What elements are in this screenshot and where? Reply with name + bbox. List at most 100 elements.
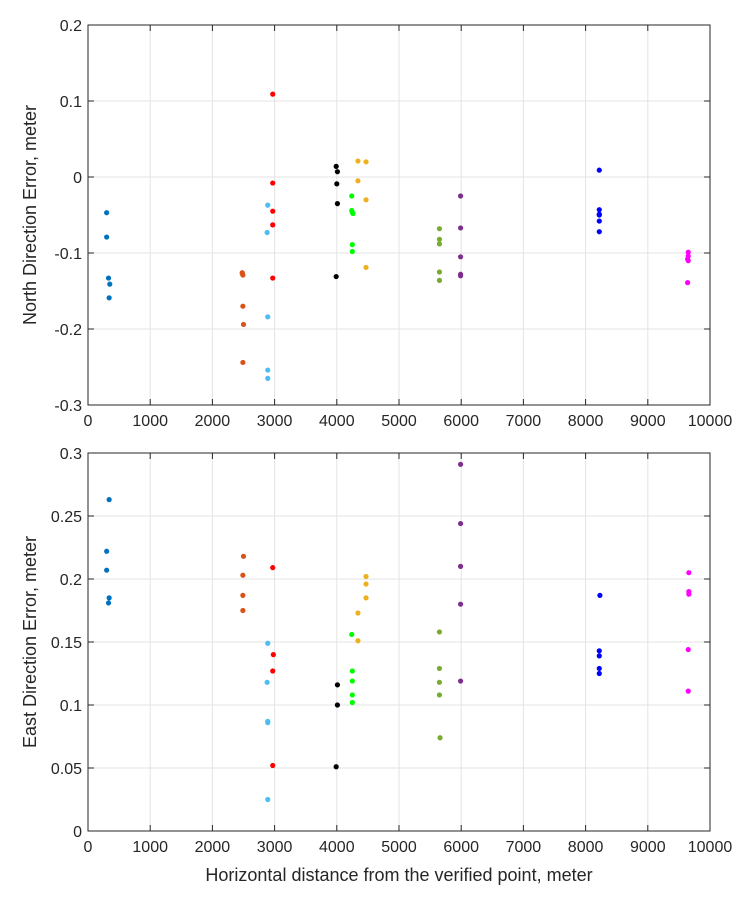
data-point [685,258,691,264]
data-series [596,167,602,235]
data-point [334,169,341,175]
data-point [685,280,691,286]
data-series [239,270,247,366]
data-point [457,254,464,260]
data-point [104,548,110,554]
data-series [270,565,276,769]
y-tick-label: 0.1 [60,698,82,715]
x-tick-label: 3000 [257,839,293,856]
x-tick-label: 9000 [630,413,666,430]
data-point [436,679,443,685]
data-point [436,629,443,635]
data-point [436,241,443,247]
data-point [596,229,602,235]
data-series [349,193,356,255]
y-tick-label: 0.2 [60,572,82,589]
y-tick-label: -0.1 [54,246,82,263]
data-point [104,234,110,240]
data-point [596,648,602,654]
data-point [436,692,443,698]
data-point [270,565,276,571]
x-tick-label: 5000 [381,413,417,430]
x-tick-label: 9000 [630,839,666,856]
data-series [240,553,247,614]
data-point [685,688,691,694]
data-point [333,764,339,770]
x-tick-label: 0 [84,413,93,430]
data-point [596,212,602,218]
data-point [457,273,464,279]
data-point [350,210,356,217]
y-tick-label: 0.1 [60,94,82,111]
data-point [436,665,443,672]
x-tick-label: 1000 [132,413,168,430]
data-series [264,202,271,381]
data-point [107,281,113,287]
data-point [240,607,246,614]
data-point [686,570,692,576]
data-point [265,314,271,320]
data-point [596,653,602,659]
data-point [334,201,341,207]
data-point [349,631,355,638]
y-tick-label: 0 [73,824,82,841]
data-point [457,193,464,199]
data-series [596,592,603,677]
data-point [596,167,602,173]
data-point [270,208,276,214]
data-point [265,796,271,803]
x-tick-label: 8000 [568,839,604,856]
data-series [685,570,692,694]
x-tick-label: 3000 [257,413,293,430]
data-point [349,692,355,698]
data-series [685,249,691,286]
data-series [436,226,443,283]
data-point [457,225,464,231]
data-point [106,595,112,601]
x-tick-label: 7000 [506,413,542,430]
data-point [270,652,276,658]
data-point [265,367,271,373]
data-series [457,193,464,279]
data-point [106,295,112,301]
data-point [457,601,464,607]
y-tick-label: 0 [73,170,82,187]
x-tick-label: 1000 [132,839,168,856]
data-point [349,248,355,255]
data-point [436,269,443,275]
data-point [270,91,276,97]
data-point [240,359,246,366]
data-point [457,461,464,467]
data-point [333,273,339,280]
data-point [265,720,271,726]
data-point [436,277,443,283]
data-point [355,638,361,644]
data-point [334,181,340,187]
data-point [240,572,246,578]
data-series [270,91,276,281]
x-tick-label: 6000 [443,413,479,430]
data-point [240,321,247,328]
data-point [349,668,355,674]
data-point [240,553,247,559]
data-point [239,270,245,277]
x-tick-label: 4000 [319,413,355,430]
data-point [355,178,361,184]
y-axis-label: North Direction Error, meter [20,105,40,325]
x-tick-label: 5000 [381,839,417,856]
data-point [105,275,112,281]
data-point [596,218,602,224]
data-point [270,668,276,674]
data-point [240,303,246,309]
x-axis-label: Horizontal distance from the verified po… [205,865,592,885]
data-series [349,631,355,706]
data-point [363,197,369,203]
data-point [436,236,443,242]
data-point [349,193,355,199]
data-point [349,678,355,684]
data-series [264,640,271,803]
data-point [363,264,369,271]
data-point [106,497,112,503]
x-tick-label: 10000 [688,413,733,430]
data-series [355,573,369,644]
